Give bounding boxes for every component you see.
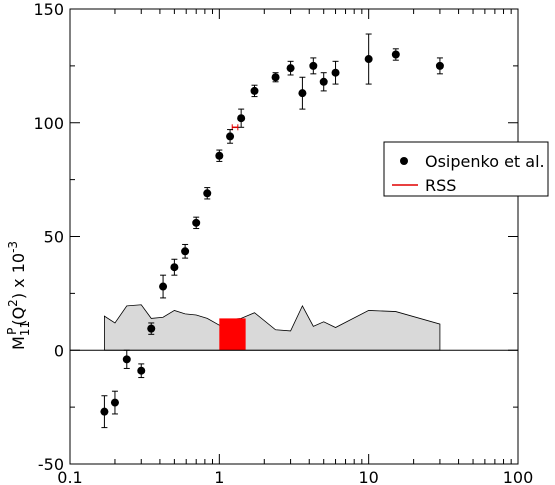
legend: Osipenko et al. RSS — [383, 141, 549, 197]
data-point — [122, 355, 131, 364]
legend-label-rss: RSS — [425, 176, 456, 195]
data-point — [137, 366, 146, 375]
x-tick-label: 10 — [358, 468, 378, 485]
data-point — [100, 407, 109, 416]
data-point — [181, 247, 190, 256]
plot-area: -50 0 50 100 150 0.1 1 10 100 — [33, 0, 533, 485]
data-point — [286, 64, 295, 73]
data-point — [159, 282, 168, 291]
data-point — [147, 324, 156, 333]
plot-frame — [69, 8, 519, 465]
y-tick-label: 150 — [33, 0, 64, 19]
ylabel-arg-sup: 2 — [6, 299, 20, 307]
data-point — [435, 61, 444, 70]
x-tick-label: 0.1 — [57, 468, 82, 485]
legend-label-osipenko: Osipenko et al. — [425, 152, 545, 171]
ylabel-exp: -3 — [6, 241, 20, 253]
data-point — [170, 263, 179, 272]
data-point — [110, 398, 119, 407]
legend-frame — [383, 141, 549, 197]
y-tick-label: 50 — [44, 228, 64, 247]
data-point — [271, 73, 280, 82]
data-point — [215, 151, 224, 160]
y-axis-label: M11P (Q2) x 10-3 — [5, 241, 32, 350]
x-tick-label: 1 — [214, 468, 224, 485]
data-point — [331, 68, 340, 77]
x-tick-label: 100 — [503, 468, 534, 485]
highlight-region — [219, 318, 246, 351]
legend-marker-osipenko — [400, 157, 408, 165]
data-point — [391, 50, 400, 59]
data-point — [226, 132, 235, 141]
ylabel-main: M — [9, 336, 28, 350]
data-point — [319, 77, 328, 86]
ylabel-sub: 11 — [18, 321, 32, 336]
ylabel-arg-close: ) x 10 — [9, 253, 28, 299]
ylabel-sup: P — [5, 328, 19, 335]
data-point — [237, 114, 246, 123]
data-point — [250, 86, 259, 95]
data-point — [203, 189, 212, 198]
data-point — [309, 61, 318, 70]
y-tick-label: 100 — [33, 114, 64, 133]
y-tick-label: 0 — [54, 341, 64, 360]
data-point — [192, 218, 201, 227]
ylabel-arg: (Q — [9, 307, 28, 326]
y-tick-label: -50 — [38, 455, 64, 474]
svg-text:M11P(Q2) x 10-3: M11P (Q2) x 10-3 — [5, 241, 32, 350]
data-point — [298, 89, 307, 98]
data-point — [364, 55, 373, 64]
